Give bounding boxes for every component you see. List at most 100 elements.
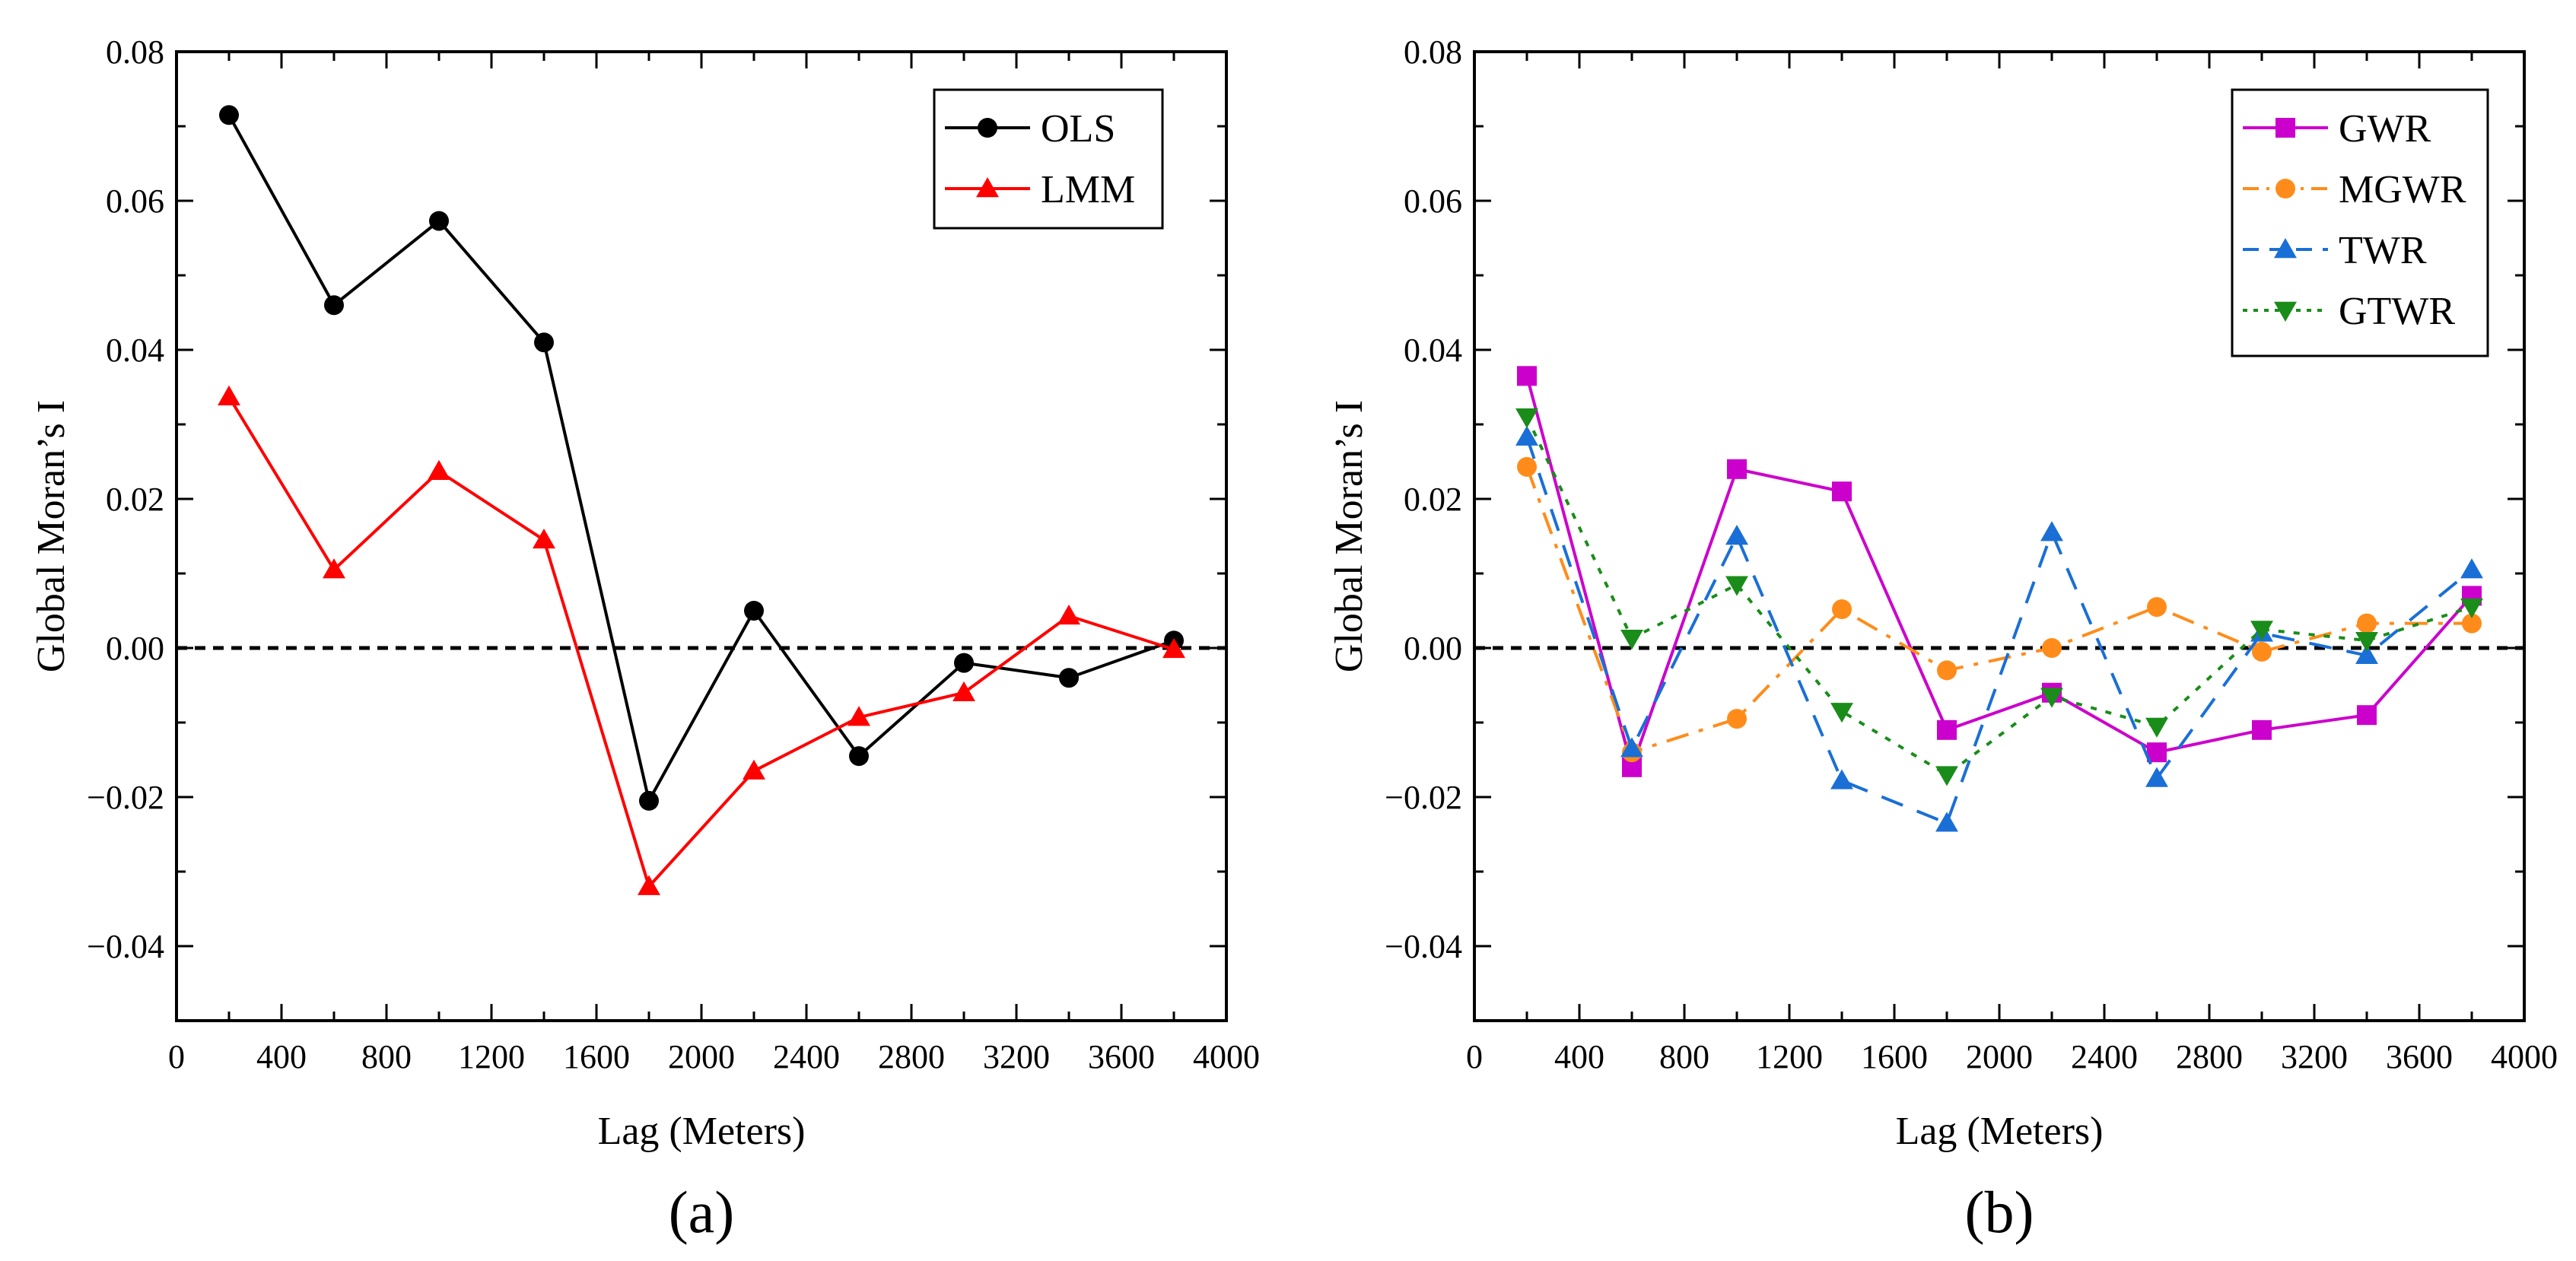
legend-marker-ols [978,118,997,138]
panel-label: (b) [1965,1179,2034,1245]
legend-label-lmm: LMM [1041,168,1135,211]
data-point-gtwr [1935,766,1958,786]
series-ols [219,105,1184,811]
x-tick-label: 2800 [878,1038,945,1075]
legend-label-twr: TWR [2339,229,2427,272]
data-point-gtwr [2250,621,2273,641]
series-twr [1515,425,2483,832]
data-point-gtwr [1620,630,1643,650]
legend-label-ols: OLS [1041,107,1115,151]
data-point-lmm [1162,638,1185,659]
data-point-twr [2040,521,2063,542]
data-point-mgwr [2357,613,2377,634]
data-point-mgwr [1517,456,1537,477]
data-point-mgwr [1937,660,1957,681]
data-point-lmm [848,706,870,726]
x-tick-label: 1600 [563,1038,630,1075]
y-tick-label: −0.02 [1385,779,1462,816]
series-line-twr [1525,437,2473,825]
y-tick-label: −0.02 [87,779,164,816]
series-gwr [1517,366,2482,777]
data-point-ols [639,790,659,811]
data-point-gwr [2252,719,2272,740]
x-tick-label: 2400 [773,1038,840,1075]
y-axis-title: Global Moran’s I [1328,400,1371,672]
series-line-gtwr [1525,416,2473,777]
data-point-ols [534,332,554,353]
data-point-lmm [218,385,240,405]
data-point-twr [1935,812,1958,832]
data-point-lmm [1057,604,1080,625]
data-point-gtwr [1725,576,1748,596]
x-tick-label: 2400 [2071,1038,2138,1075]
series-gtwr [1515,408,2483,786]
data-point-ols [1059,668,1079,688]
data-point-gwr [2147,742,2167,763]
data-point-gtwr [1830,703,1853,723]
data-point-mgwr [2462,613,2482,634]
data-point-lmm [428,459,450,480]
data-point-gwr [1937,719,1957,740]
data-point-twr [2355,643,2378,665]
series-line-mgwr [1525,466,2472,754]
x-tick-label: 800 [361,1038,412,1075]
series-line-ols [227,114,1175,802]
data-point-ols [849,746,869,767]
legend-box [933,88,1164,230]
series-line-lmm [227,395,1175,888]
data-point-gtwr [2355,631,2378,653]
x-tick-label: 3600 [2386,1038,2453,1075]
data-point-gwr [1517,366,1537,386]
data-point-mgwr [2147,597,2167,618]
x-tick-label: 3200 [2281,1038,2348,1075]
data-point-lmm [323,558,345,579]
data-point-twr [1725,525,1748,545]
data-point-gtwr [2145,717,2168,738]
y-tick-label: −0.04 [1385,928,1462,965]
data-point-gtwr [1515,408,1538,429]
x-tick-label: 4000 [1193,1038,1260,1075]
legend-label-gwr: GWR [2339,107,2431,151]
y-axis-title: Global Moran’s I [30,400,73,672]
x-tick-label: 3600 [1088,1038,1155,1075]
data-point-mgwr [2042,638,2062,658]
x-tick-label: 400 [256,1038,307,1075]
data-point-ols [744,601,764,621]
x-tick-label: 2800 [2176,1038,2243,1075]
legend-marker-mgwr [2275,179,2295,199]
series-line-gwr [1525,375,2473,769]
data-point-ols [429,211,449,231]
x-tick-label: 400 [1554,1038,1604,1075]
data-point-twr [1515,425,1538,446]
y-tick-label: −0.04 [87,928,164,965]
data-point-twr [1620,737,1643,758]
y-tick-label: 0.00 [1404,630,1462,667]
legend-marker-gtwr [2274,301,2297,322]
legend: OLS LMM [933,88,1164,230]
data-point-gtwr [2040,688,2063,708]
x-tick-label: 1200 [1756,1038,1823,1075]
data-point-twr [1830,769,1853,789]
x-tick-label: 4000 [2491,1038,2558,1075]
y-tick-label: 0.04 [1404,332,1462,369]
series-mgwr [1517,456,2482,763]
x-tick-label: 0 [1466,1038,1483,1075]
data-point-lmm [533,528,555,549]
x-tick-label: 2000 [668,1038,735,1075]
data-point-gwr [1727,459,1747,479]
series-lmm [218,385,1185,895]
legend-marker-gwr [2275,118,2295,138]
y-tick-label: 0.02 [1404,481,1462,518]
x-tick-label: 1600 [1861,1038,1928,1075]
data-point-mgwr [1727,709,1747,729]
data-point-mgwr [2252,641,2272,662]
legend-marker-twr [2274,238,2297,259]
y-tick-label: 0.08 [1404,33,1462,71]
x-tick-label: 2000 [1966,1038,2033,1075]
legend-label-mgwr: MGWR [2339,168,2466,211]
data-point-ols [324,295,344,316]
legend-label-gtwr: GTWR [2339,290,2455,333]
x-tick-label: 3200 [983,1038,1050,1075]
y-tick-label: 0.02 [106,481,164,518]
